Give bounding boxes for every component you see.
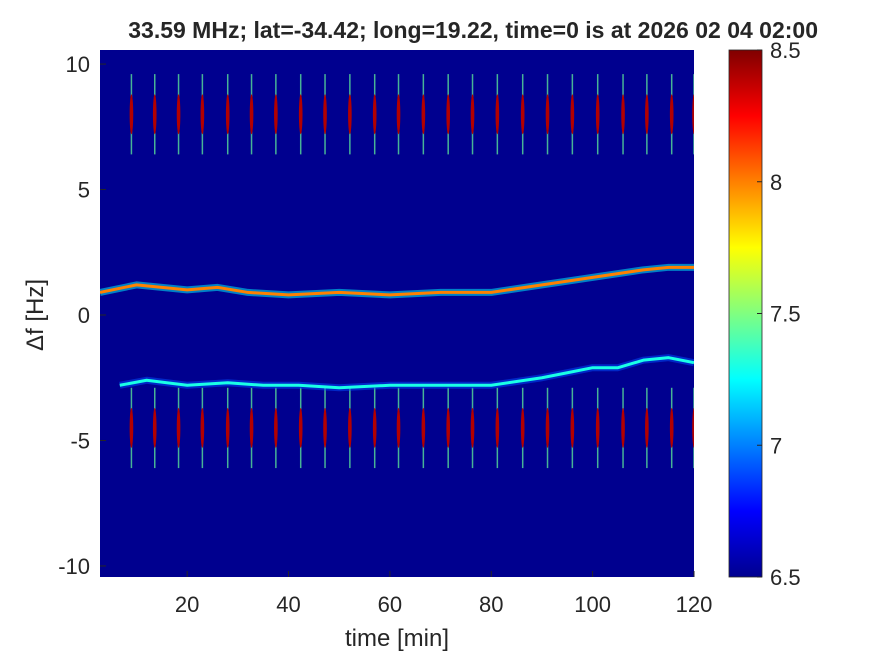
y-tick-label: -10 <box>58 554 90 579</box>
pulse <box>372 407 377 448</box>
colorbar-tick-label: 8 <box>770 170 782 195</box>
x-tick-label: 20 <box>175 592 199 617</box>
x-tick-label: 40 <box>276 592 300 617</box>
colorbar <box>728 49 763 578</box>
pulse <box>348 94 352 135</box>
pulse <box>570 94 575 135</box>
pulse <box>645 407 649 448</box>
pulse <box>225 407 230 448</box>
pulse <box>495 407 500 448</box>
pulse <box>470 94 475 135</box>
pulse <box>396 94 401 135</box>
pulse <box>176 94 181 135</box>
pulse <box>595 407 600 448</box>
pulse <box>421 407 426 448</box>
y-tick-label: 5 <box>78 178 90 203</box>
pulse <box>621 407 625 448</box>
pulse <box>669 407 674 448</box>
pulse <box>470 407 475 448</box>
pulse <box>520 407 525 448</box>
pulse <box>129 94 134 135</box>
plot-background <box>100 50 694 577</box>
pulse <box>323 407 327 448</box>
pulse <box>152 407 157 448</box>
pulse <box>446 407 450 448</box>
colorbar-tick-label: 7 <box>770 433 782 458</box>
colorbar-tick-label: 7.5 <box>770 302 801 327</box>
trace <box>100 265 694 297</box>
pulse <box>298 407 303 448</box>
pulse <box>249 94 254 135</box>
pulse <box>129 407 134 448</box>
pulse <box>152 94 157 135</box>
chart-title: 33.59 MHz; lat=-34.42; long=19.22, time=… <box>128 17 818 43</box>
pulse <box>446 94 450 135</box>
pulse <box>621 94 625 135</box>
pulse <box>495 94 500 135</box>
pulse <box>520 94 525 135</box>
pulse <box>570 407 575 448</box>
pulse <box>545 94 550 135</box>
pulse <box>323 94 327 135</box>
pulse <box>200 407 205 448</box>
pulse <box>298 94 303 135</box>
x-tick-label: 80 <box>479 592 503 617</box>
y-tick-label: -5 <box>70 428 90 453</box>
pulse <box>669 94 674 135</box>
trace <box>119 356 694 390</box>
x-tick-label: 100 <box>574 592 611 617</box>
pulse <box>176 407 181 448</box>
pulse <box>595 94 600 135</box>
pulse <box>372 94 377 135</box>
pulse <box>545 407 550 448</box>
pulse <box>348 407 352 448</box>
x-tick-label: 60 <box>378 592 402 617</box>
pulse <box>645 94 649 135</box>
pulse <box>692 94 694 135</box>
colorbar-tick-label: 6.5 <box>770 565 801 590</box>
x-tick-label: 120 <box>676 592 713 617</box>
pulse <box>692 407 694 448</box>
y-tick-label: 0 <box>78 303 90 328</box>
pulse <box>274 407 278 448</box>
pulse <box>225 94 230 135</box>
pulse <box>200 94 205 135</box>
y-axis-label: Δf [Hz] <box>22 279 49 351</box>
colorbar-tick-label: 8.5 <box>770 38 801 63</box>
pulse <box>249 407 254 448</box>
pulse <box>421 94 426 135</box>
pulse <box>396 407 401 448</box>
plot-area <box>100 74 694 469</box>
x-axis-label: time [min] <box>345 625 449 652</box>
y-tick-label: 10 <box>66 52 90 77</box>
pulse <box>274 94 278 135</box>
